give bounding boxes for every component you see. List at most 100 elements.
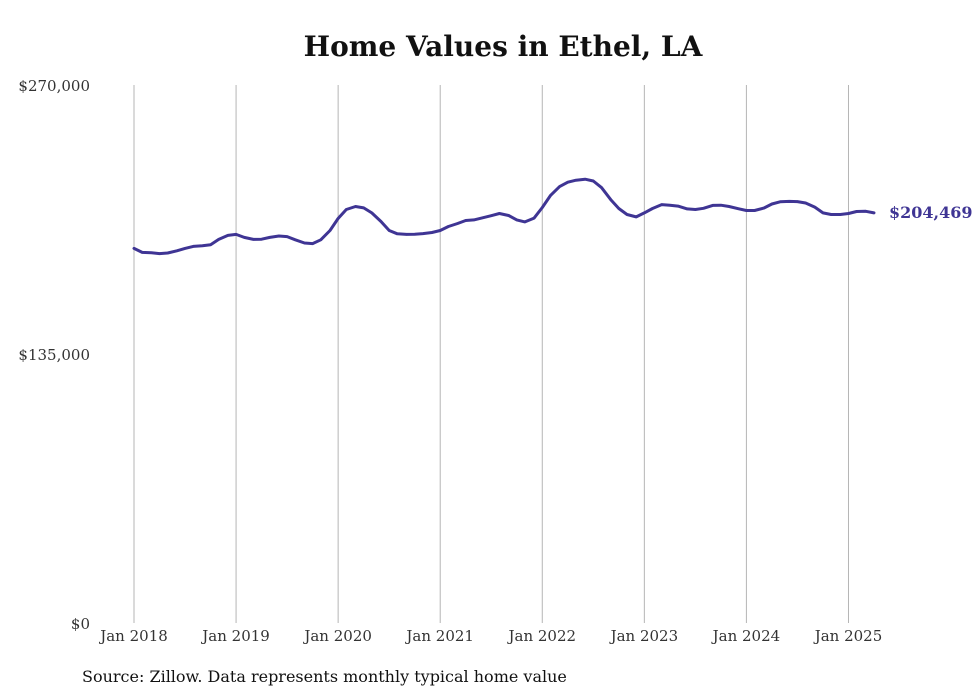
data-point (719, 203, 723, 207)
x-tick-label: Jan 2018 (98, 627, 168, 645)
data-point (737, 207, 740, 210)
data-point (336, 217, 340, 220)
data-point (158, 252, 161, 255)
x-tick-label: Jan 2020 (302, 627, 372, 645)
data-point (770, 202, 774, 206)
x-tick-label: Jan 2024 (711, 627, 781, 645)
data-point (345, 208, 348, 211)
data-point (532, 216, 536, 220)
data-point (413, 233, 416, 236)
data-point (660, 203, 663, 206)
data-point (456, 222, 459, 225)
data-point (303, 241, 306, 245)
data-point (132, 247, 136, 250)
data-point (260, 238, 263, 241)
data-point (150, 251, 153, 254)
data-point (847, 212, 850, 215)
data-point (277, 234, 281, 238)
data-point (788, 200, 791, 203)
data-point (541, 206, 544, 209)
data-point (676, 204, 680, 208)
data-point (872, 211, 876, 215)
x-tick-label: Jan 2022 (506, 627, 576, 645)
data-point (558, 185, 561, 188)
data-point (183, 247, 187, 250)
data-point (439, 229, 442, 232)
data-point (702, 207, 705, 210)
data-point (643, 211, 646, 215)
data-point (507, 214, 510, 217)
data-point (140, 251, 144, 254)
data-point (804, 201, 807, 205)
data-point (855, 210, 858, 213)
data-point (252, 238, 255, 241)
series-line (132, 177, 876, 256)
data-point (753, 209, 756, 212)
data-point (379, 220, 383, 223)
data-point (864, 210, 868, 213)
data-point (285, 235, 289, 238)
x-tick-label: Jan 2023 (609, 627, 679, 645)
y-tick-label: $135,000 (18, 346, 90, 364)
y-tick-label: $270,000 (18, 77, 90, 95)
data-point (796, 200, 799, 203)
data-point (617, 207, 621, 210)
data-point (175, 249, 179, 252)
data-point (813, 205, 816, 209)
y-axis: $0 $135,000 $270,000 (18, 77, 90, 633)
data-point (362, 206, 365, 210)
data-point (481, 216, 485, 219)
x-tick-label: Jan 2025 (813, 627, 883, 645)
data-point (405, 233, 408, 236)
data-point (574, 179, 578, 182)
data-point (370, 211, 374, 215)
y-tick-label: $0 (71, 615, 90, 633)
data-point (294, 238, 297, 242)
data-point (634, 215, 638, 219)
data-point (778, 200, 782, 203)
series-layer: $204,469 (132, 177, 973, 256)
data-point (668, 203, 672, 207)
data-point (396, 232, 399, 236)
data-point (472, 218, 476, 222)
data-point (209, 243, 212, 247)
data-point (217, 238, 220, 241)
data-point (694, 208, 697, 211)
data-point (319, 238, 322, 242)
data-point (243, 236, 246, 239)
data-point (821, 211, 825, 215)
data-point (421, 232, 425, 235)
data-point (311, 242, 314, 245)
data-point (201, 244, 204, 248)
data-point (515, 218, 518, 222)
data-point (839, 213, 842, 216)
data-point (498, 212, 501, 215)
data-point (592, 179, 595, 183)
data-point (268, 236, 271, 239)
data-point (447, 225, 450, 228)
data-point (464, 219, 467, 222)
data-point (354, 205, 357, 208)
data-point (600, 186, 603, 189)
data-point (490, 214, 493, 217)
data-point (328, 229, 332, 232)
data-point (387, 229, 391, 232)
chart-title: Home Values in Ethel, LA (303, 30, 703, 63)
data-point (762, 206, 765, 210)
source-note: Source: Zillow. Data represents monthly … (82, 667, 567, 686)
data-point (566, 181, 569, 184)
data-point (583, 178, 587, 181)
x-tick-label: Jan 2019 (200, 627, 270, 645)
data-point (651, 207, 654, 210)
data-point (549, 194, 552, 197)
x-axis: Jan 2018 Jan 2019 Jan 2020 Jan 2021 Jan 2022… (98, 627, 882, 645)
data-point (523, 220, 527, 224)
data-point (625, 213, 629, 216)
end-value-label: $204,469 (889, 203, 973, 222)
data-point (166, 251, 169, 255)
grid-layer (133, 85, 849, 623)
data-point (609, 198, 612, 201)
data-point (727, 205, 731, 208)
data-point (234, 233, 238, 236)
data-point (430, 231, 434, 234)
